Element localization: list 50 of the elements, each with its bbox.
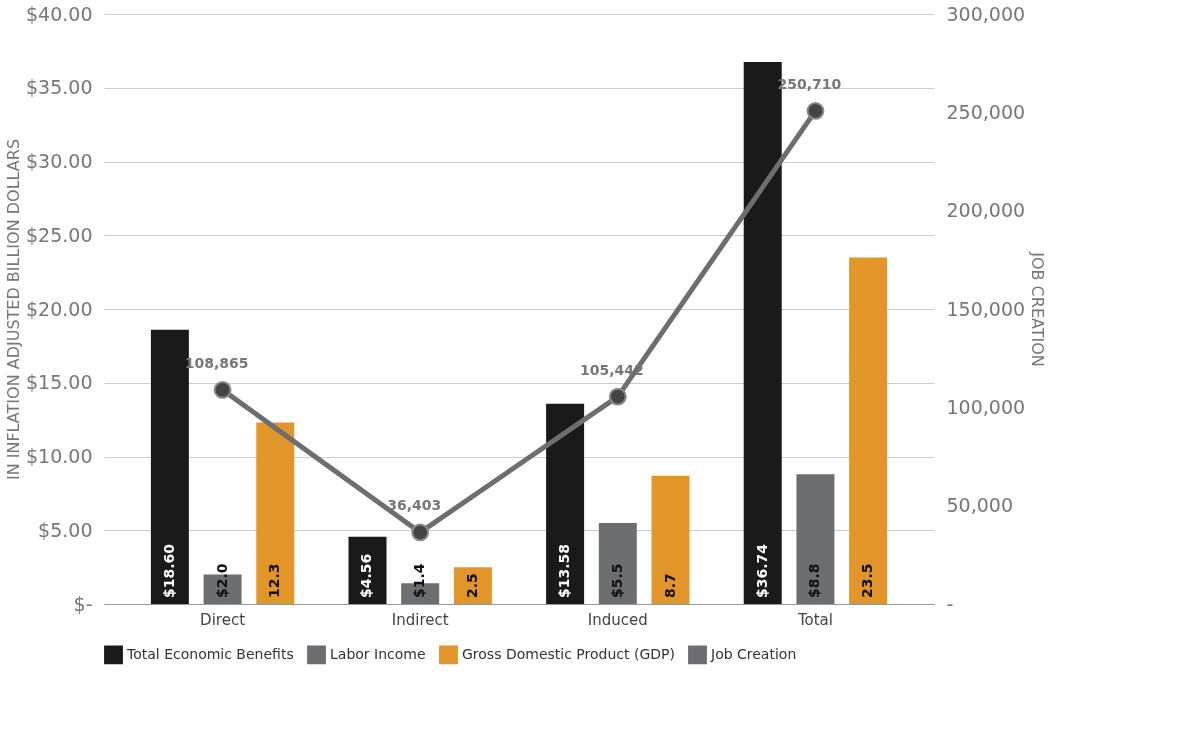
legend-label: Gross Domestic Product (GDP) [462,645,675,662]
data-label: 12.3 [266,563,283,598]
y2-tick-label: 200,000 [946,199,1026,222]
bar [256,422,295,604]
point [411,523,430,542]
y-axis-title: IN INFLATION ADJUSTED BILLION DOLLARS [4,138,24,481]
data-label: 8.7 [661,573,678,598]
y-tick-label: $10.00 [26,445,93,467]
bar [651,475,690,604]
data-label: $1.4 [411,563,428,598]
bar [849,257,888,604]
legend-label: Job Creation [710,645,797,662]
y2-tick-label: 150,000 [946,297,1026,320]
y-tick-label: $35.00 [26,76,93,99]
data-label: $8.8 [806,563,823,598]
bar [796,474,835,604]
y-tick-label: $15.00 [26,371,93,394]
y2-tick-label: 100,000 [946,395,1026,418]
y2-tick-label: 250,000 [946,100,1026,123]
y2-axis-title: JOB CREATION [1028,251,1048,367]
x-tick-label: Induced [587,610,648,629]
y-tick-label: $5.00 [38,518,93,541]
legend-label: Labor Income [330,645,426,662]
y2-tick-label: - [946,592,954,615]
y2-tick-label: 300,000 [946,2,1026,25]
data-label: 2.5 [463,573,480,598]
x-tick-label: Indirect [391,610,449,629]
data-label: $18.60 [160,543,177,598]
bar [546,403,585,604]
legend-label: Total Economic Benefits [126,645,294,662]
data-label: $4.56 [358,553,375,598]
x-tick-label: Direct [200,610,246,629]
point [213,381,232,399]
point [806,102,825,120]
x-tick-label: Total [796,610,833,629]
data-label: $5.5 [608,563,625,598]
data-label: $36.74 [753,543,770,598]
y-tick-label: $25.00 [26,223,93,246]
bar [598,522,637,604]
point [608,387,627,406]
data-label: 36,403 [387,497,442,514]
y2-tick-label: 50,000 [946,494,1013,517]
y-tick-label: $- [73,592,93,615]
y-tick-label: $40.00 [26,2,93,25]
data-label: 23.5 [859,563,876,598]
data-label: $13.58 [556,543,573,598]
y-tick-label: $20.00 [26,297,93,320]
y-tick-label: $30.00 [26,150,93,172]
data-label: $2.0 [213,563,230,598]
bar [453,567,492,604]
